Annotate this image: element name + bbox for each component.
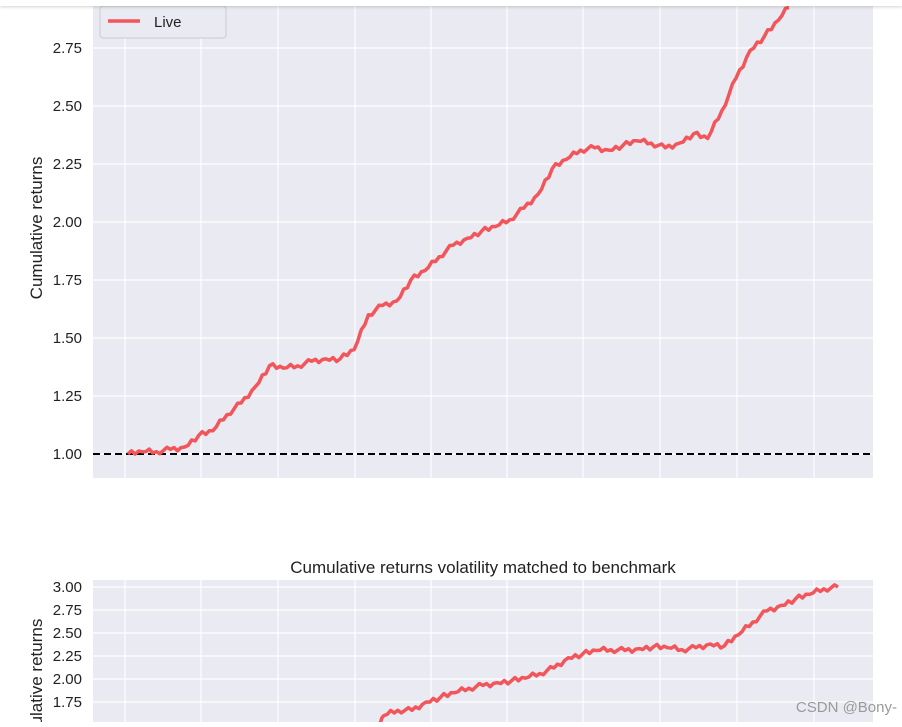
y-tick-labels: 1.00 1.25 1.50 1.75 2.00 2.25 2.50 2.75 bbox=[53, 40, 82, 463]
y-tick-label: 1.00 bbox=[53, 446, 82, 463]
volatility-matched-chart: Cumulative returns volatility matched to… bbox=[27, 558, 873, 727]
gridlines-2 bbox=[93, 580, 873, 722]
top-bar bbox=[0, 0, 902, 6]
y-tick-label: 2.25 bbox=[53, 648, 82, 665]
y-tick-labels-2: 1.75 2.00 2.25 2.50 2.75 3.00 bbox=[53, 579, 82, 711]
watermark: CSDN @Bony- bbox=[796, 699, 897, 716]
y-tick-label: 3.00 bbox=[53, 579, 82, 596]
legend-box bbox=[99, 5, 227, 39]
y-tick-label: 2.75 bbox=[53, 602, 82, 619]
y-axis-label-2: Cumulative returns bbox=[27, 619, 46, 722]
gridlines bbox=[93, 6, 873, 478]
plot-area-background bbox=[93, 6, 873, 478]
series-line-live bbox=[126, 5, 790, 456]
y-tick-label: 1.50 bbox=[53, 330, 82, 347]
legend: Live bbox=[99, 5, 227, 39]
y-tick-label: 2.50 bbox=[53, 625, 82, 642]
y-tick-label: 2.25 bbox=[53, 156, 82, 173]
y-tick-label: 1.25 bbox=[53, 388, 82, 405]
y-tick-label: 2.75 bbox=[53, 40, 82, 57]
plot-area-background-2 bbox=[93, 580, 873, 722]
chart-title: Cumulative returns volatility matched to… bbox=[290, 558, 676, 577]
y-tick-label: 1.75 bbox=[53, 272, 82, 289]
y-axis-label: Cumulative returns bbox=[27, 157, 46, 300]
series-line-2 bbox=[377, 583, 839, 726]
y-tick-label: 2.50 bbox=[53, 98, 82, 115]
y-tick-label: 2.00 bbox=[53, 214, 82, 231]
y-tick-label: 1.75 bbox=[53, 694, 82, 711]
cumulative-returns-chart: 1.00 1.25 1.50 1.75 2.00 2.25 2.50 2.75 Cumulat… bbox=[27, 5, 873, 478]
y-tick-label: 2.00 bbox=[53, 671, 82, 688]
legend-label-live: Live bbox=[154, 14, 182, 31]
